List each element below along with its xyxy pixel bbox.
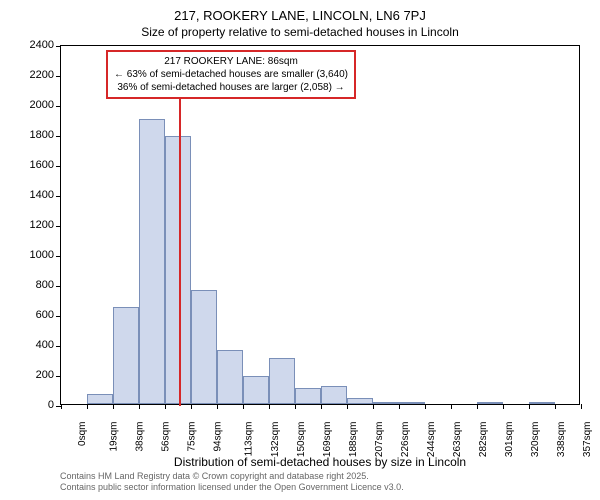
y-tick-label: 1200	[9, 219, 54, 231]
y-tick-mark	[56, 316, 61, 317]
footer-line1: Contains HM Land Registry data © Crown c…	[60, 471, 404, 483]
footer-text: Contains HM Land Registry data © Crown c…	[60, 471, 404, 494]
histogram-bar	[347, 398, 373, 404]
histogram-bar	[529, 402, 555, 404]
marker-line	[179, 91, 181, 406]
x-tick-mark	[269, 404, 270, 409]
histogram-bar	[373, 402, 399, 404]
x-tick-mark	[425, 404, 426, 409]
histogram-bar	[399, 402, 425, 404]
x-tick-mark	[87, 404, 88, 409]
x-tick-mark	[139, 404, 140, 409]
x-tick-mark	[191, 404, 192, 409]
y-tick-mark	[56, 106, 61, 107]
x-tick-mark	[321, 404, 322, 409]
x-tick-label: 244sqm	[426, 422, 437, 458]
y-tick-mark	[56, 256, 61, 257]
y-tick-mark	[56, 346, 61, 347]
annotation-line3: 36% of semi-detached houses are larger (…	[114, 81, 348, 94]
y-tick-label: 400	[9, 339, 54, 351]
y-tick-mark	[56, 226, 61, 227]
y-tick-label: 2200	[9, 69, 54, 81]
x-tick-mark	[399, 404, 400, 409]
x-tick-label: 38sqm	[135, 422, 146, 452]
histogram-bar	[269, 358, 295, 405]
x-axis-label: Distribution of semi-detached houses by …	[60, 455, 580, 469]
y-tick-label: 1400	[9, 189, 54, 201]
y-tick-label: 600	[9, 309, 54, 321]
y-tick-label: 1600	[9, 159, 54, 171]
x-tick-label: 320sqm	[530, 422, 541, 458]
histogram-bar	[87, 394, 113, 405]
x-tick-mark	[503, 404, 504, 409]
chart-title-main: 217, ROOKERY LANE, LINCOLN, LN6 7PJ	[0, 8, 600, 23]
annotation-line2: ← 63% of semi-detached houses are smalle…	[114, 68, 348, 81]
chart-container: 217, ROOKERY LANE, LINCOLN, LN6 7PJ Size…	[0, 0, 600, 500]
x-tick-mark	[373, 404, 374, 409]
x-tick-label: 56sqm	[161, 422, 172, 452]
histogram-bar	[477, 402, 503, 404]
y-tick-mark	[56, 376, 61, 377]
histogram-bar	[295, 388, 321, 405]
plot-area: 217 ROOKERY LANE: 86sqm ← 63% of semi-de…	[60, 45, 580, 405]
annotation-line1: 217 ROOKERY LANE: 86sqm	[114, 55, 348, 68]
y-tick-label: 2400	[9, 39, 54, 51]
y-tick-label: 0	[9, 399, 54, 411]
x-tick-mark	[529, 404, 530, 409]
x-tick-mark	[113, 404, 114, 409]
y-tick-mark	[56, 166, 61, 167]
x-tick-label: 150sqm	[296, 422, 307, 458]
y-tick-mark	[56, 196, 61, 197]
histogram-bar	[139, 119, 165, 404]
x-tick-mark	[165, 404, 166, 409]
x-tick-mark	[451, 404, 452, 409]
x-tick-mark	[477, 404, 478, 409]
x-tick-mark	[61, 404, 62, 409]
x-tick-label: 19sqm	[109, 422, 120, 452]
chart-title-sub: Size of property relative to semi-detach…	[0, 25, 600, 39]
histogram-bar	[191, 290, 217, 404]
x-tick-label: 282sqm	[478, 422, 489, 458]
histogram-bar	[243, 376, 269, 405]
histogram-bar	[113, 307, 139, 405]
y-tick-label: 200	[9, 369, 54, 381]
histogram-bar	[217, 350, 243, 404]
y-tick-label: 2000	[9, 99, 54, 111]
y-tick-mark	[56, 46, 61, 47]
footer-line2: Contains public sector information licen…	[60, 482, 404, 494]
annotation-box: 217 ROOKERY LANE: 86sqm ← 63% of semi-de…	[106, 50, 356, 99]
y-tick-label: 1000	[9, 249, 54, 261]
x-tick-mark	[295, 404, 296, 409]
x-tick-mark	[217, 404, 218, 409]
x-tick-label: 132sqm	[270, 422, 281, 458]
x-tick-label: 188sqm	[348, 422, 359, 458]
y-tick-label: 800	[9, 279, 54, 291]
y-tick-mark	[56, 76, 61, 77]
x-tick-label: 113sqm	[243, 422, 254, 457]
x-tick-label: 263sqm	[452, 422, 463, 458]
y-tick-mark	[56, 286, 61, 287]
x-tick-label: 94sqm	[213, 422, 224, 452]
x-tick-mark	[347, 404, 348, 409]
x-tick-label: 338sqm	[556, 422, 567, 458]
x-tick-label: 357sqm	[582, 422, 593, 458]
y-tick-mark	[56, 136, 61, 137]
x-tick-mark	[243, 404, 244, 409]
x-tick-label: 301sqm	[504, 422, 515, 458]
histogram-bar	[321, 386, 347, 404]
y-tick-label: 1800	[9, 129, 54, 141]
x-tick-label: 226sqm	[400, 422, 411, 458]
x-tick-label: 169sqm	[322, 422, 333, 458]
x-tick-mark	[555, 404, 556, 409]
x-tick-mark	[581, 404, 582, 409]
x-tick-label: 207sqm	[374, 422, 385, 458]
x-tick-label: 0sqm	[77, 422, 88, 446]
x-tick-label: 75sqm	[187, 422, 198, 452]
